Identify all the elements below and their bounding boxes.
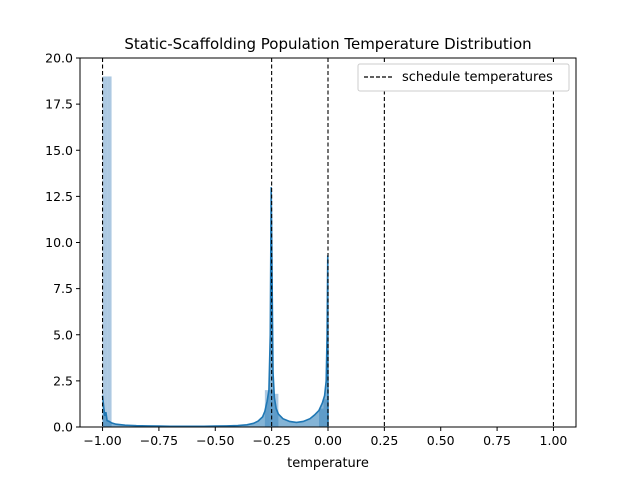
y-tick-label: 15.0 <box>45 143 73 158</box>
y-tick-label: 0.0 <box>53 420 73 435</box>
x-tick-label: −0.25 <box>252 433 290 448</box>
x-axis-ticks: −1.00 −0.75 −0.50 −0.25 0.00 0.25 0.50 0.75 1.00 <box>83 427 567 448</box>
x-tick-label: 0.50 <box>427 433 455 448</box>
chart-title: Static-Scaffolding Population Temperatur… <box>124 35 531 53</box>
y-tick-label: 2.5 <box>53 373 73 388</box>
legend-label: schedule temperatures <box>402 70 553 85</box>
y-tick-label: 20.0 <box>45 51 73 66</box>
schedule-temperature-lines <box>101 58 555 427</box>
y-tick-label: 17.5 <box>45 97 73 112</box>
y-tick-label: 10.0 <box>45 235 73 250</box>
x-axis-label: temperature <box>287 456 369 471</box>
histogram-bar <box>102 76 108 427</box>
y-tick-label: 12.5 <box>45 189 73 204</box>
x-tick-label: 0.25 <box>370 433 398 448</box>
y-tick-label: 5.0 <box>53 327 73 342</box>
legend: schedule temperatures <box>357 63 570 92</box>
x-tick-label: −1.00 <box>83 433 121 448</box>
x-tick-label: 1.00 <box>540 433 568 448</box>
x-tick-label: 0.75 <box>483 433 511 448</box>
histogram-bar <box>107 76 112 427</box>
legend-box <box>357 63 570 92</box>
y-tick-label: 7.5 <box>53 281 73 296</box>
y-axis-ticks: 0.0 2.5 5.0 7.5 10.0 12.5 15.0 17.5 20.0 <box>45 51 80 435</box>
x-tick-label: −0.75 <box>140 433 178 448</box>
kde-curve <box>101 187 329 428</box>
x-tick-label: 0.00 <box>314 433 342 448</box>
x-tick-label: −0.50 <box>196 433 234 448</box>
